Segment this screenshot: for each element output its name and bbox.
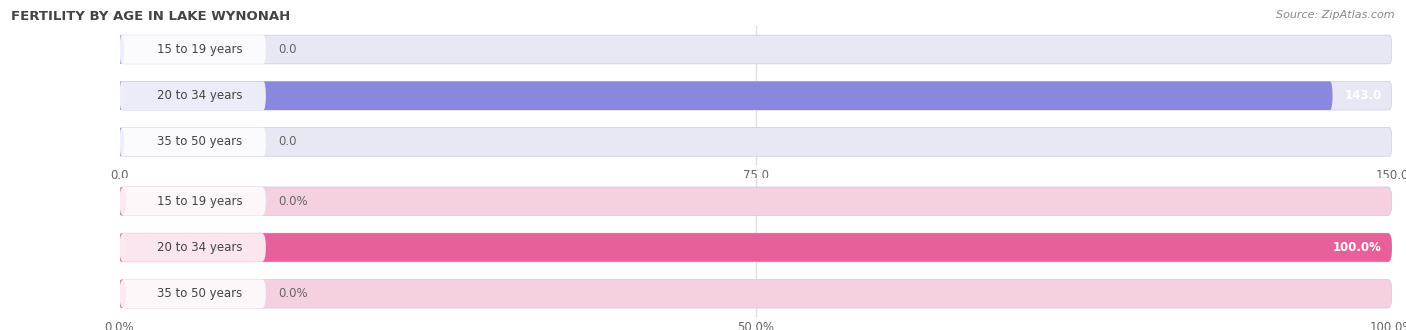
Text: 0.0%: 0.0% — [278, 195, 308, 208]
Text: Source: ZipAtlas.com: Source: ZipAtlas.com — [1277, 10, 1395, 20]
Circle shape — [118, 36, 124, 63]
FancyBboxPatch shape — [120, 233, 1392, 262]
FancyBboxPatch shape — [120, 82, 266, 110]
FancyBboxPatch shape — [120, 233, 1392, 262]
Text: 100.0%: 100.0% — [1333, 241, 1382, 254]
FancyBboxPatch shape — [120, 187, 266, 215]
FancyBboxPatch shape — [120, 35, 266, 64]
Text: 143.0: 143.0 — [1344, 89, 1382, 102]
Circle shape — [118, 234, 125, 261]
FancyBboxPatch shape — [120, 82, 1333, 110]
Text: 20 to 34 years: 20 to 34 years — [157, 241, 243, 254]
FancyBboxPatch shape — [120, 233, 266, 262]
FancyBboxPatch shape — [120, 128, 266, 156]
FancyBboxPatch shape — [120, 82, 1392, 110]
Text: FERTILITY BY AGE IN LAKE WYNONAH: FERTILITY BY AGE IN LAKE WYNONAH — [11, 10, 291, 23]
FancyBboxPatch shape — [120, 35, 1392, 64]
FancyBboxPatch shape — [120, 128, 1392, 156]
Text: 15 to 19 years: 15 to 19 years — [157, 195, 243, 208]
Text: 0.0: 0.0 — [278, 135, 297, 148]
FancyBboxPatch shape — [120, 280, 266, 308]
Circle shape — [118, 188, 125, 215]
Circle shape — [118, 280, 125, 307]
Circle shape — [118, 82, 124, 109]
Text: 0.0: 0.0 — [278, 43, 297, 56]
Text: 20 to 34 years: 20 to 34 years — [157, 89, 243, 102]
Text: 35 to 50 years: 35 to 50 years — [157, 135, 243, 148]
FancyBboxPatch shape — [120, 187, 1392, 215]
Text: 15 to 19 years: 15 to 19 years — [157, 43, 243, 56]
Circle shape — [118, 128, 124, 155]
FancyBboxPatch shape — [120, 280, 1392, 308]
Text: 35 to 50 years: 35 to 50 years — [157, 287, 243, 300]
Text: 0.0%: 0.0% — [278, 287, 308, 300]
